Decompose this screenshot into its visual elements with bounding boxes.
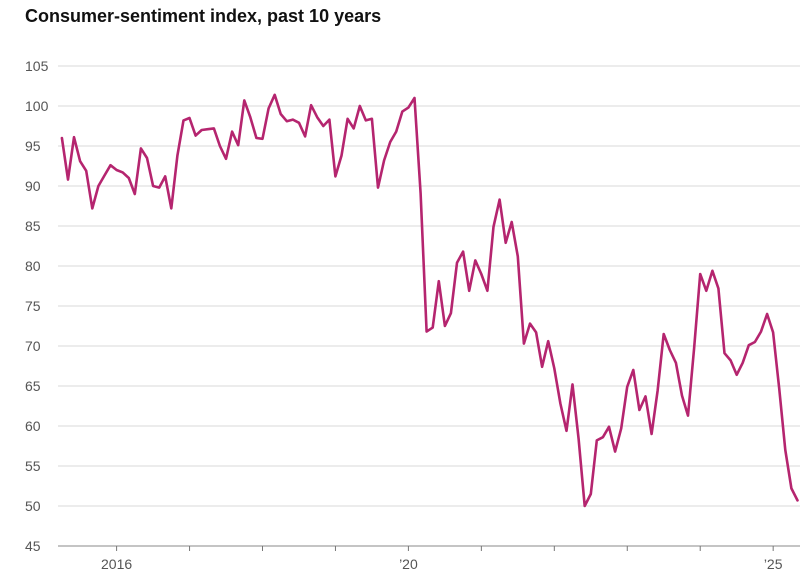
x-tick-label-2025: ’25 (764, 556, 783, 572)
y-tick-label-80: 80 (25, 258, 41, 274)
x-tick-label-2016: 2016 (101, 556, 132, 572)
y-tick-label-65: 65 (25, 378, 41, 394)
y-tick-label-85: 85 (25, 218, 41, 234)
y-tick-label-55: 55 (25, 458, 41, 474)
y-tick-label-75: 75 (25, 298, 41, 314)
chart-title: Consumer-sentiment index, past 10 years (25, 6, 382, 26)
series-group (60, 93, 799, 508)
y-tick-label-95: 95 (25, 138, 41, 154)
x-axis-ticks: 2016 ’20 ’25 (101, 546, 783, 572)
x-tick-label-2020: ’20 (399, 556, 418, 572)
y-tick-label-60: 60 (25, 418, 41, 434)
y-tick-label-105: 105 (25, 58, 49, 74)
series-line-0 (60, 93, 799, 508)
y-tick-label-45: 45 (25, 538, 41, 554)
y-tick-label-90: 90 (25, 178, 41, 194)
gridlines (58, 65, 800, 507)
y-tick-label-100: 100 (25, 98, 49, 114)
y-tick-label-50: 50 (25, 498, 41, 514)
y-axis-tick-labels: 45 50 55 60 65 70 75 80 85 90 95 100 105 (25, 58, 49, 554)
y-tick-label-70: 70 (25, 338, 41, 354)
